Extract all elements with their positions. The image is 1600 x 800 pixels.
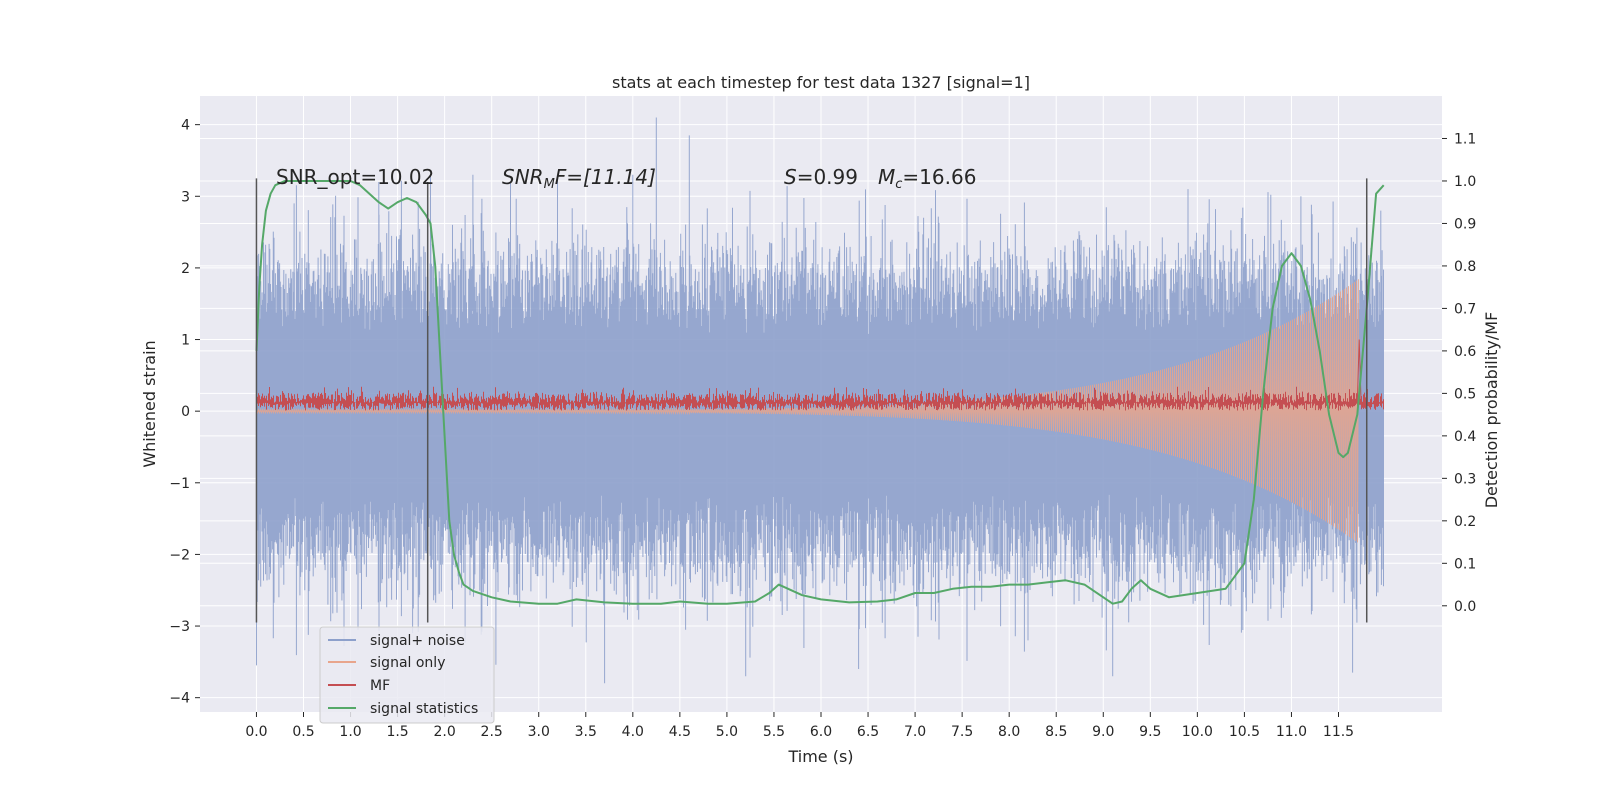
annotation-snr-mf-rest: F=[11.14] [555, 165, 656, 189]
x-tick-label: 10.5 [1229, 724, 1260, 740]
y-right-tick-label: 1.1 [1454, 131, 1476, 147]
annotation-mc-rest: =16.66 [902, 165, 976, 189]
x-tick-label: 5.5 [763, 724, 785, 740]
annotation-mc-main: M [878, 165, 895, 189]
x-tick-label: 0.0 [245, 724, 267, 740]
legend-label-signal-noise: signal+ noise [370, 633, 465, 649]
y-right-tick-label: 0.4 [1454, 429, 1476, 445]
y-tick-label: −2 [169, 547, 190, 563]
y-tick-label: 2 [181, 261, 190, 277]
x-tick-label: 7.5 [951, 724, 973, 740]
annotation-s-main: S [784, 165, 797, 189]
x-tick-label: 6.5 [857, 724, 879, 740]
y-tick-label: 4 [181, 118, 190, 134]
y-right-tick-label: 0.7 [1454, 301, 1476, 317]
x-tick-label: 5.0 [716, 724, 738, 740]
x-tick-label: 7.0 [904, 724, 926, 740]
y-right-tick-label: 0.0 [1454, 599, 1476, 615]
y-right-tick-label: 1.0 [1454, 174, 1476, 190]
x-tick-label: 1.5 [386, 724, 408, 740]
y-right-tick-label: 0.8 [1454, 259, 1476, 275]
x-tick-label: 10.0 [1182, 724, 1213, 740]
x-tick-label: 2.5 [481, 724, 503, 740]
y-tick-label: −3 [169, 619, 190, 635]
x-tick-label: 0.5 [292, 724, 314, 740]
y-tick-label: −1 [169, 476, 190, 492]
x-tick-label: 3.0 [528, 724, 550, 740]
x-tick-label: 4.5 [669, 724, 691, 740]
y-right-tick-label: 0.1 [1454, 556, 1476, 572]
x-tick-label: 6.0 [810, 724, 832, 740]
y-right-tick-label: 0.6 [1454, 344, 1476, 360]
chart-title: stats at each timestep for test data 132… [612, 73, 1030, 92]
x-tick-label: 2.0 [434, 724, 456, 740]
y-right-tick-label: 0.2 [1454, 514, 1476, 530]
x-tick-label: 8.5 [1045, 724, 1067, 740]
x-tick-label: 3.5 [575, 724, 597, 740]
series-signal-statistics [255, 180, 1385, 605]
y-right-tick-label: 0.9 [1454, 216, 1476, 232]
annotation-snr-opt: SNR_opt=10.02 [276, 165, 434, 189]
annotation-snr-mf-main: SNR [502, 165, 544, 189]
annotation-s: S=0.99 [784, 165, 858, 189]
annotation-mc: Mc=16.66 [878, 165, 976, 192]
legend: signal+ noise signal only MF signal stat… [319, 626, 495, 724]
x-axis-label: Time (s) [787, 747, 853, 766]
legend-label-mf: MF [370, 678, 390, 694]
y-tick-label: 1 [181, 333, 190, 349]
series-signal-only [256, 279, 1359, 543]
y-right-tick-label: 0.3 [1454, 471, 1476, 487]
annotation-snr-mf-sub: M [544, 177, 555, 192]
y-tick-label: −4 [169, 691, 190, 707]
y-axis-right-label: Detection probability/MF [1482, 312, 1501, 509]
y-tick-label: 0 [181, 404, 190, 420]
axis-layer: 0.0 0.5 1.0 1.5 2.0 2.5 3.0 3.5 4.0 4.5 5.0 5.5 6.0 6… [169, 118, 1476, 740]
x-tick-label: 4.0 [622, 724, 644, 740]
x-tick-label: 8.0 [998, 724, 1020, 740]
y-right-tick-label: 0.5 [1454, 386, 1476, 402]
annotation-mc-sub: c [895, 177, 902, 192]
y-tick-label: 3 [181, 189, 190, 205]
annotation-s-rest: =0.99 [797, 165, 858, 189]
marker-layer [255, 178, 1368, 623]
annotation-snr-mf: SNRMF=[11.14] [502, 165, 656, 192]
x-tick-label: 9.5 [1139, 724, 1161, 740]
legend-label-signal-only: signal only [370, 655, 445, 671]
y-axis-label: Whitened strain [140, 340, 159, 467]
legend-box [319, 626, 495, 724]
x-tick-label: 9.0 [1092, 724, 1114, 740]
legend-label-signal-statistics: signal statistics [370, 701, 478, 717]
x-tick-label: 11.5 [1323, 724, 1354, 740]
x-tick-label: 11.0 [1276, 724, 1307, 740]
x-tick-label: 1.0 [339, 724, 361, 740]
